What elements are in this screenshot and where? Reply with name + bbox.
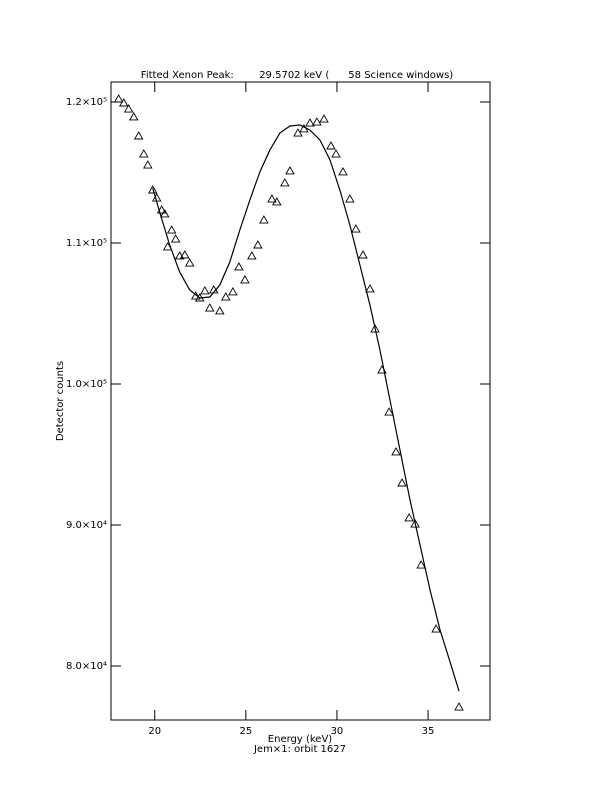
data-point (133, 131, 144, 140)
data-point (431, 624, 441, 633)
data-point (174, 251, 185, 260)
data-point (454, 702, 464, 711)
data-point (247, 251, 257, 260)
y-tick-label: 9.0×10⁴ (66, 520, 107, 531)
data-point (234, 262, 244, 271)
data-point (293, 128, 303, 137)
data-point (156, 205, 167, 214)
y-axis-label: Detector counts (55, 361, 66, 441)
data-point (338, 167, 348, 176)
x-axis-label: Energy (keV) (268, 734, 333, 745)
data-point (410, 519, 420, 528)
data-point (272, 197, 282, 206)
data-point (215, 306, 225, 315)
data-point (200, 286, 210, 295)
data-point (159, 209, 170, 218)
data-point (139, 149, 149, 158)
data-point (312, 117, 322, 126)
data-point (253, 240, 263, 249)
x-tick-label: 30 (331, 726, 344, 737)
data-point (384, 407, 394, 416)
fit-line (152, 124, 460, 692)
data-point (113, 94, 124, 103)
subtitle: Jem×1: orbit 1627 (253, 744, 346, 755)
data-point (118, 98, 129, 107)
chart-title: Fitted Xenon Peak: 29.5702 keV ( 58 Scie… (141, 70, 454, 81)
data-point (351, 224, 361, 233)
data-point (358, 250, 368, 259)
data-point (345, 194, 355, 203)
data-point (326, 141, 336, 150)
data-point (184, 258, 195, 267)
data-point (267, 194, 277, 203)
y-tick-label: 8.0×10⁴ (66, 661, 107, 672)
data-point (170, 234, 181, 243)
plot-frame (110, 81, 491, 721)
data-point (397, 478, 407, 487)
data-point (331, 149, 341, 158)
data-point (147, 185, 158, 194)
data-point (365, 284, 375, 293)
data-point (228, 287, 238, 296)
data-point (180, 250, 190, 259)
data-point (221, 292, 231, 301)
data-point (319, 114, 329, 123)
x-tick-label: 20 (148, 726, 161, 737)
data-point (259, 215, 269, 224)
data-point (123, 104, 134, 113)
data-point (204, 303, 215, 312)
data-point (416, 560, 426, 569)
data-point (370, 324, 380, 333)
data-point (240, 275, 250, 284)
data-point (129, 112, 139, 121)
data-point (143, 160, 153, 169)
y-tick-label: 1.0×10⁵ (66, 379, 107, 390)
data-point (391, 447, 401, 456)
x-tick-label: 25 (239, 726, 252, 737)
y-tick-label: 1.1×10⁵ (66, 238, 107, 249)
data-point (280, 178, 290, 187)
y-tick-label: 1.2×10⁵ (66, 97, 107, 108)
data-point (166, 225, 177, 234)
data-point (190, 291, 201, 300)
x-tick-label: 35 (422, 726, 435, 737)
data-point (404, 513, 414, 522)
data-point (285, 166, 295, 175)
data-point (305, 118, 315, 127)
